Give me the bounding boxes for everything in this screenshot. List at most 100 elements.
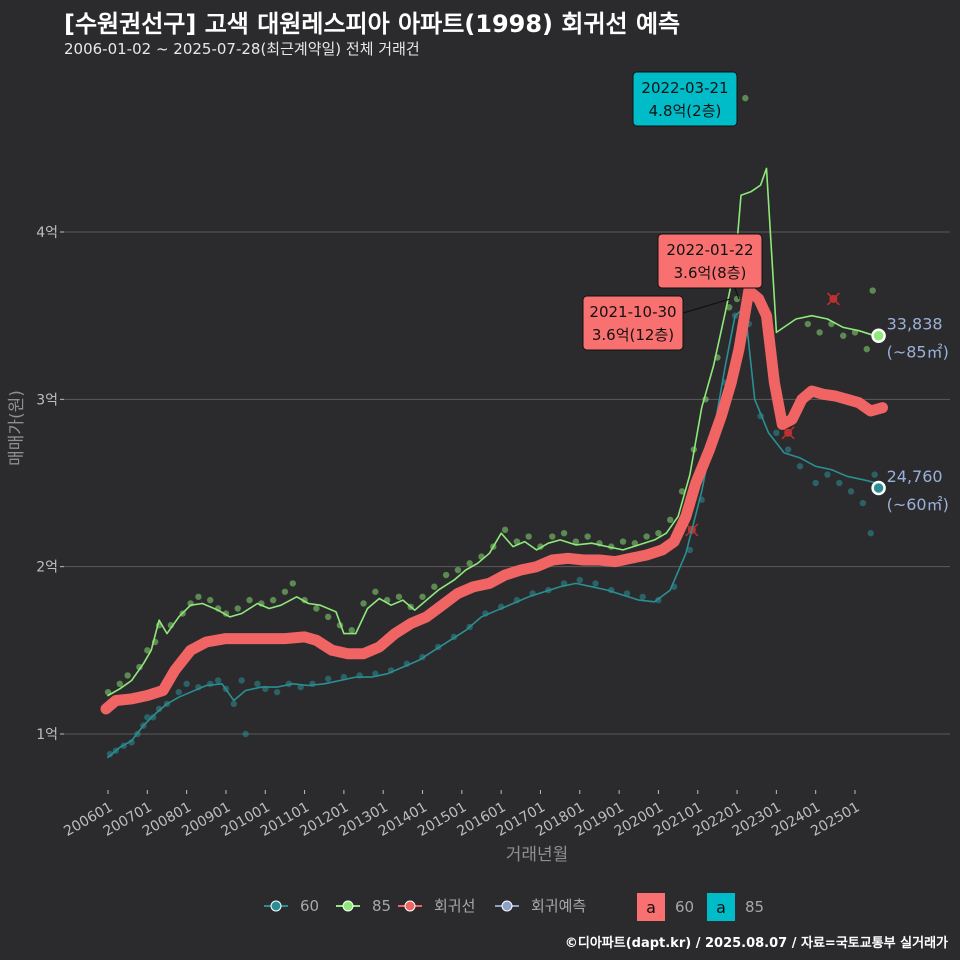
scatter-point-85 <box>324 613 332 621</box>
scatter-point-85 <box>725 304 733 311</box>
scatter-point-60 <box>592 580 599 587</box>
scatter-point-60 <box>836 479 843 487</box>
scatter-point-85 <box>525 533 532 540</box>
annotation-callout: 2022-01-22 3.6억(8층) <box>657 233 763 300</box>
scatter-point-60 <box>273 688 281 696</box>
legend-box-glyph: a <box>716 898 726 917</box>
scatter-point-85 <box>804 320 812 328</box>
legend-box-swatch <box>637 893 665 921</box>
cancelled-marker <box>826 292 840 306</box>
scatter-point-85 <box>207 596 214 604</box>
scatter-point-85 <box>395 593 403 600</box>
annotation-date: 2021-10-30 <box>589 303 676 321</box>
scatter-point-85 <box>313 605 320 612</box>
scatter-point-60 <box>639 593 646 600</box>
y-tick-label: 4억 <box>36 225 58 241</box>
legend-label: 85 <box>745 898 764 916</box>
annotation-leader <box>734 287 740 300</box>
scatter-point-85 <box>348 627 355 634</box>
scatter-point-85 <box>733 295 741 303</box>
scatter-point-85 <box>513 538 521 545</box>
scatter-point-60 <box>150 714 157 721</box>
scatter-point-85 <box>124 672 131 679</box>
y-tick-label: 3억 <box>36 392 58 408</box>
scatter-point-85 <box>360 600 367 607</box>
scatter-60-group <box>106 312 878 758</box>
end-value-label: 24,760 <box>887 467 943 486</box>
scatter-point-60 <box>106 750 114 758</box>
x-axis-label: 거래년월 <box>506 845 569 865</box>
scatter-point-60 <box>183 680 190 687</box>
annotation-callout: 2021-10-30 3.6억(12층) <box>582 295 731 351</box>
scatter-point-60 <box>824 471 831 478</box>
scatter-point-60 <box>230 700 238 708</box>
legend-label: 회귀예측 <box>531 897 586 915</box>
scatter-point-85 <box>560 530 568 537</box>
annotation-box <box>657 233 763 289</box>
scatter-point-85 <box>372 588 379 595</box>
scatter-point-60 <box>324 675 332 682</box>
scatter-point-60 <box>214 677 222 684</box>
legend-marker <box>342 900 354 912</box>
scatter-point-85 <box>501 526 509 534</box>
scatter-point-85 <box>419 593 426 600</box>
scatter-point-85 <box>289 580 296 587</box>
regression-line <box>100 285 888 715</box>
scatter-point-85 <box>584 533 591 540</box>
scatter-point-85 <box>742 94 749 102</box>
scatter-point-60 <box>242 730 249 738</box>
scatter-point-60 <box>796 463 804 470</box>
legend-label: 회귀선 <box>434 897 475 915</box>
end-point-marker <box>871 328 886 343</box>
scatter-point-85 <box>466 560 473 567</box>
scatter-point-85 <box>144 647 151 654</box>
chart-title: [수원권선구] 고색 대원레스피아 아파트(1998) 회귀선 예측 <box>64 10 681 38</box>
scatter-point-85 <box>869 287 876 294</box>
scatter-point-85 <box>442 571 450 579</box>
scatter-point-85 <box>619 538 627 545</box>
scatter-point-85 <box>431 583 438 590</box>
scatter-point-60 <box>175 688 182 696</box>
scatter-point-60 <box>847 488 855 495</box>
scatter-point-85 <box>246 596 253 604</box>
scatter-point-60 <box>859 499 867 507</box>
cancelled-x <box>826 292 840 306</box>
legend: 60 85 회귀선 회귀예측 a 60 a 85 <box>264 893 764 921</box>
scatter-point-85 <box>572 538 580 545</box>
scatter-point-60 <box>254 680 261 687</box>
scatter-point-60 <box>155 705 163 713</box>
legend-box-swatch <box>707 893 735 921</box>
annotation-box <box>632 71 738 127</box>
scatter-point-85 <box>136 663 143 671</box>
scatter-point-85 <box>195 593 202 600</box>
scatter-point-60 <box>686 546 694 554</box>
scatter-point-85 <box>549 533 556 540</box>
end-area-label: (~85㎡) <box>887 343 949 362</box>
annotation-value: 3.6억(8층) <box>674 264 747 282</box>
scatter-point-60 <box>784 446 792 453</box>
scatter-point-85 <box>643 533 650 540</box>
annotation-callout: 2022-03-21 4.8억(2층) <box>632 71 738 127</box>
scatter-point-85 <box>281 588 289 595</box>
scatter-point-85 <box>269 596 277 604</box>
series-line-85 <box>107 167 876 697</box>
scatter-point-85 <box>234 605 241 612</box>
y-axis-label: 매매가(원) <box>7 390 27 466</box>
scatter-point-60 <box>871 471 878 478</box>
annotation-date: 2022-01-22 <box>666 241 753 259</box>
chart-subtitle: 2006-01-02 ~ 2025-07-28(최근계약일) 전체 거래건 <box>64 40 420 58</box>
scatter-point-60 <box>867 530 874 537</box>
y-tick-label: 1억 <box>36 727 58 743</box>
annotation-value: 3.6억(12층) <box>592 326 674 344</box>
scatter-point-85 <box>840 332 847 339</box>
scatter-point-60 <box>812 479 819 487</box>
scatter-point-85 <box>863 345 870 353</box>
cancelled-x <box>781 426 795 440</box>
annotation-box <box>582 295 684 351</box>
footer-credit: ©디아파트(dapt.kr) / 2025.08.07 / 자료=국토교통부 실… <box>564 936 948 951</box>
scatter-point-60 <box>238 677 245 684</box>
legend-label: 60 <box>300 897 319 915</box>
legend-marker <box>501 900 513 912</box>
annotation-date: 2022-03-21 <box>641 79 728 97</box>
